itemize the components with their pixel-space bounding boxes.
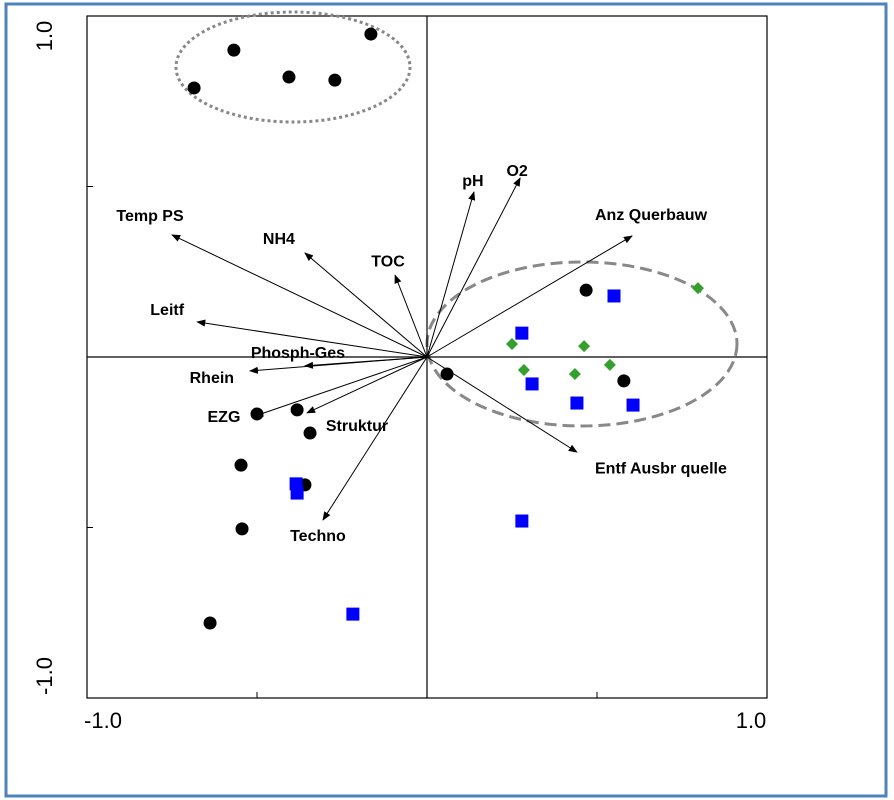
- vector-label: Techno: [290, 528, 346, 545]
- vector-label: Leitf: [150, 302, 184, 319]
- vector-label: EZG: [208, 409, 241, 426]
- vector-label: Rhein: [190, 370, 234, 387]
- point: [517, 363, 530, 376]
- vector-label: NH4: [263, 231, 295, 248]
- point: [187, 81, 201, 95]
- vector-arrow: [171, 234, 428, 358]
- x-tick-label: 1.0: [736, 708, 767, 733]
- vector-arrow: [322, 356, 428, 521]
- frame-border: [4, 2, 888, 798]
- point: [691, 282, 704, 295]
- point: [290, 403, 304, 417]
- vector-label: pH: [462, 173, 483, 190]
- point: [364, 27, 378, 41]
- vector-label: Temp PS: [116, 208, 184, 225]
- point: [607, 289, 621, 303]
- point: [346, 607, 360, 621]
- vector-arrow: [196, 319, 428, 358]
- y-tick-label: 1.0: [32, 21, 57, 52]
- vector-label: Phosph-Ges: [251, 345, 345, 362]
- point: [282, 70, 296, 84]
- vector-arrow: [304, 252, 428, 358]
- x-tick-label: -1.0: [84, 708, 122, 733]
- vector-label: Struktur: [326, 418, 388, 435]
- point: [227, 43, 241, 57]
- vector-arrow: [306, 356, 428, 414]
- point: [234, 458, 248, 472]
- point: [515, 326, 529, 340]
- point: [506, 338, 518, 351]
- point: [440, 367, 454, 381]
- vector-arrow: [426, 191, 476, 358]
- point: [290, 486, 304, 500]
- point: [235, 522, 249, 536]
- point: [617, 374, 631, 388]
- vector-arrow: [394, 274, 428, 358]
- group-ellipse: [174, 10, 412, 124]
- point: [579, 283, 593, 297]
- point: [250, 407, 264, 421]
- point: [203, 616, 217, 630]
- point: [515, 514, 529, 528]
- point: [525, 377, 539, 391]
- point: [570, 396, 584, 410]
- vector-arrow: [248, 356, 428, 374]
- vector-arrow: [426, 235, 633, 358]
- point: [568, 368, 581, 381]
- point: [328, 73, 342, 87]
- vector-arrow: [254, 356, 428, 417]
- point: [626, 398, 640, 412]
- point: [303, 426, 317, 440]
- y-tick-label: -1.0: [32, 657, 57, 695]
- vector-arrow: [426, 177, 521, 358]
- point: [603, 358, 616, 371]
- vector-label: Entf Ausbr quelle: [595, 460, 727, 477]
- vector-label: TOC: [371, 253, 405, 270]
- point: [578, 340, 591, 353]
- vector-label: Anz Querbauw: [595, 207, 708, 224]
- vector-label: O2: [506, 163, 527, 180]
